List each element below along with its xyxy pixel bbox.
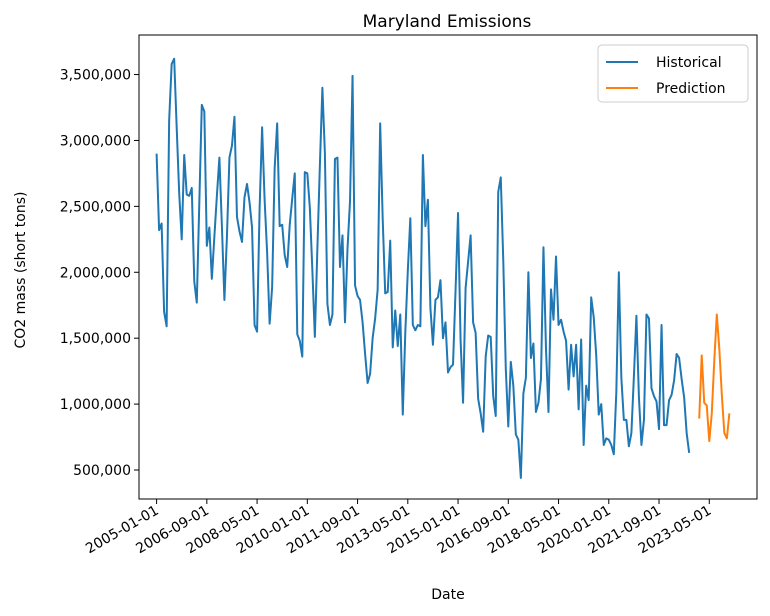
y-tick-label: 2,500,000 [60, 199, 131, 215]
legend-label: Historical [656, 55, 722, 71]
series-line-prediction [698, 313, 731, 442]
legend-label: Prediction [656, 81, 726, 97]
chart-title: Maryland Emissions [363, 12, 532, 32]
y-tick-label: 1,000,000 [60, 397, 131, 413]
x-axis-label: Date [431, 587, 464, 603]
plot-frame [138, 34, 758, 500]
y-tick-label: 2,000,000 [60, 265, 131, 281]
series-line-historical [155, 57, 691, 479]
y-tick-label: 3,000,000 [60, 133, 131, 149]
y-tick-label: 500,000 [73, 463, 131, 479]
y-axis-label: CO2 mass (short tons) [13, 192, 29, 349]
y-tick-label: 3,500,000 [60, 68, 131, 84]
plot-area [155, 57, 731, 479]
y-axis: 500,000 1,000,000 1,500,000 2,000,000 2,500,… [60, 68, 139, 479]
y-tick-label: 1,500,000 [60, 331, 131, 347]
legend: Historical Prediction [597, 44, 749, 103]
